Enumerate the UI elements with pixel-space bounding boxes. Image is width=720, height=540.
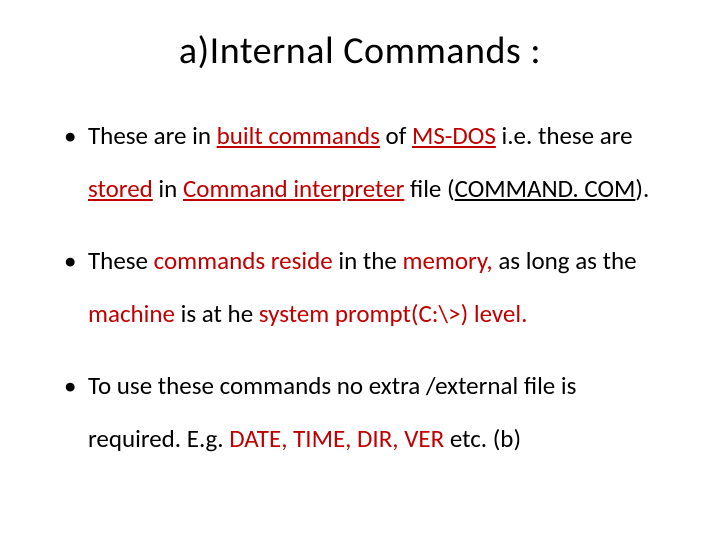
dir-cmd: DIR, [357,423,404,454]
command-interpreter: Command interpreter [183,173,404,204]
bullet-3: To use these commands no extra /external… [60,360,660,465]
bullet-2: These commands reside in the memory, as … [60,235,660,340]
text: is at he [175,298,259,329]
text: in [153,173,183,204]
slide: a)Internal Commands : These are in built… [0,0,720,540]
text: in the [333,245,403,276]
text: These are in [88,120,217,151]
stored: stored [88,173,153,204]
text: ) level. [461,298,528,329]
text: These [88,245,154,276]
ver-cmd: VER [404,423,444,454]
system-prompt: system prompt( [259,298,419,329]
c-prompt: C:\> [418,298,460,329]
built-commands: built commands [217,120,380,151]
time-cmd: TIME, [293,423,357,454]
text: of [380,120,412,151]
machine: machine [88,298,175,329]
commands-reside: commands reside [154,245,333,276]
text: i.e. these are [496,120,633,151]
ms-dos: MS-DOS [412,120,496,151]
date-cmd: DATE, [229,423,293,454]
text: etc. (b) [444,423,521,454]
command-com: COMMAND. COM [455,173,636,204]
memory: memory, [402,245,492,276]
bullet-list: These are in built commands of MS-DOS i.… [60,110,660,465]
bullet-1: These are in built commands of MS-DOS i.… [60,110,660,215]
text: as long as the [493,245,637,276]
text: ). [635,173,649,204]
slide-title: a)Internal Commands : [60,28,660,74]
text: file ( [404,173,454,204]
